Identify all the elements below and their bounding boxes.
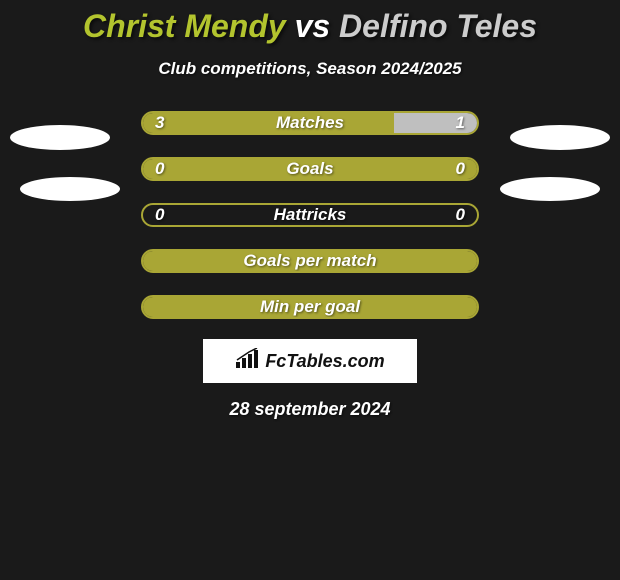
title-player1: Christ Mendy — [83, 8, 286, 44]
branding-text: FcTables.com — [265, 351, 384, 372]
stat-value-right: 0 — [456, 159, 465, 179]
stat-label: Goals per match — [243, 251, 376, 271]
branding-box: FcTables.com — [203, 339, 417, 383]
stat-bar-track: Goals per match — [141, 249, 479, 273]
title-player2: Delfino Teles — [339, 8, 537, 44]
stat-label: Goals — [286, 159, 333, 179]
stat-value-right: 1 — [456, 113, 465, 133]
comparison-infographic: Christ Mendy vs Delfino Teles Club compe… — [0, 0, 620, 580]
stat-value-left: 0 — [155, 205, 164, 225]
branding-icon — [235, 348, 261, 375]
stat-label: Hattricks — [274, 205, 347, 225]
title-vs: vs — [295, 8, 331, 44]
stat-row: Matches 3 1 — [0, 111, 620, 135]
subtitle: Club competitions, Season 2024/2025 — [0, 59, 620, 79]
stat-bar-track: Matches 3 1 — [141, 111, 479, 135]
stat-value-left: 3 — [155, 113, 164, 133]
stat-value-right: 0 — [456, 205, 465, 225]
stat-label: Min per goal — [260, 297, 360, 317]
stat-bar-track: Goals 0 0 — [141, 157, 479, 181]
date-text: 28 september 2024 — [0, 399, 620, 420]
stat-bar-fill-left — [143, 113, 394, 133]
stat-row: Goals 0 0 — [0, 157, 620, 181]
stat-row: Min per goal — [0, 295, 620, 319]
stat-bar-track: Min per goal — [141, 295, 479, 319]
stat-row: Hattricks 0 0 — [0, 203, 620, 227]
stat-row: Goals per match — [0, 249, 620, 273]
stat-bar-track: Hattricks 0 0 — [141, 203, 479, 227]
stat-label: Matches — [276, 113, 344, 133]
stat-value-left: 0 — [155, 159, 164, 179]
page-title: Christ Mendy vs Delfino Teles — [0, 0, 620, 45]
